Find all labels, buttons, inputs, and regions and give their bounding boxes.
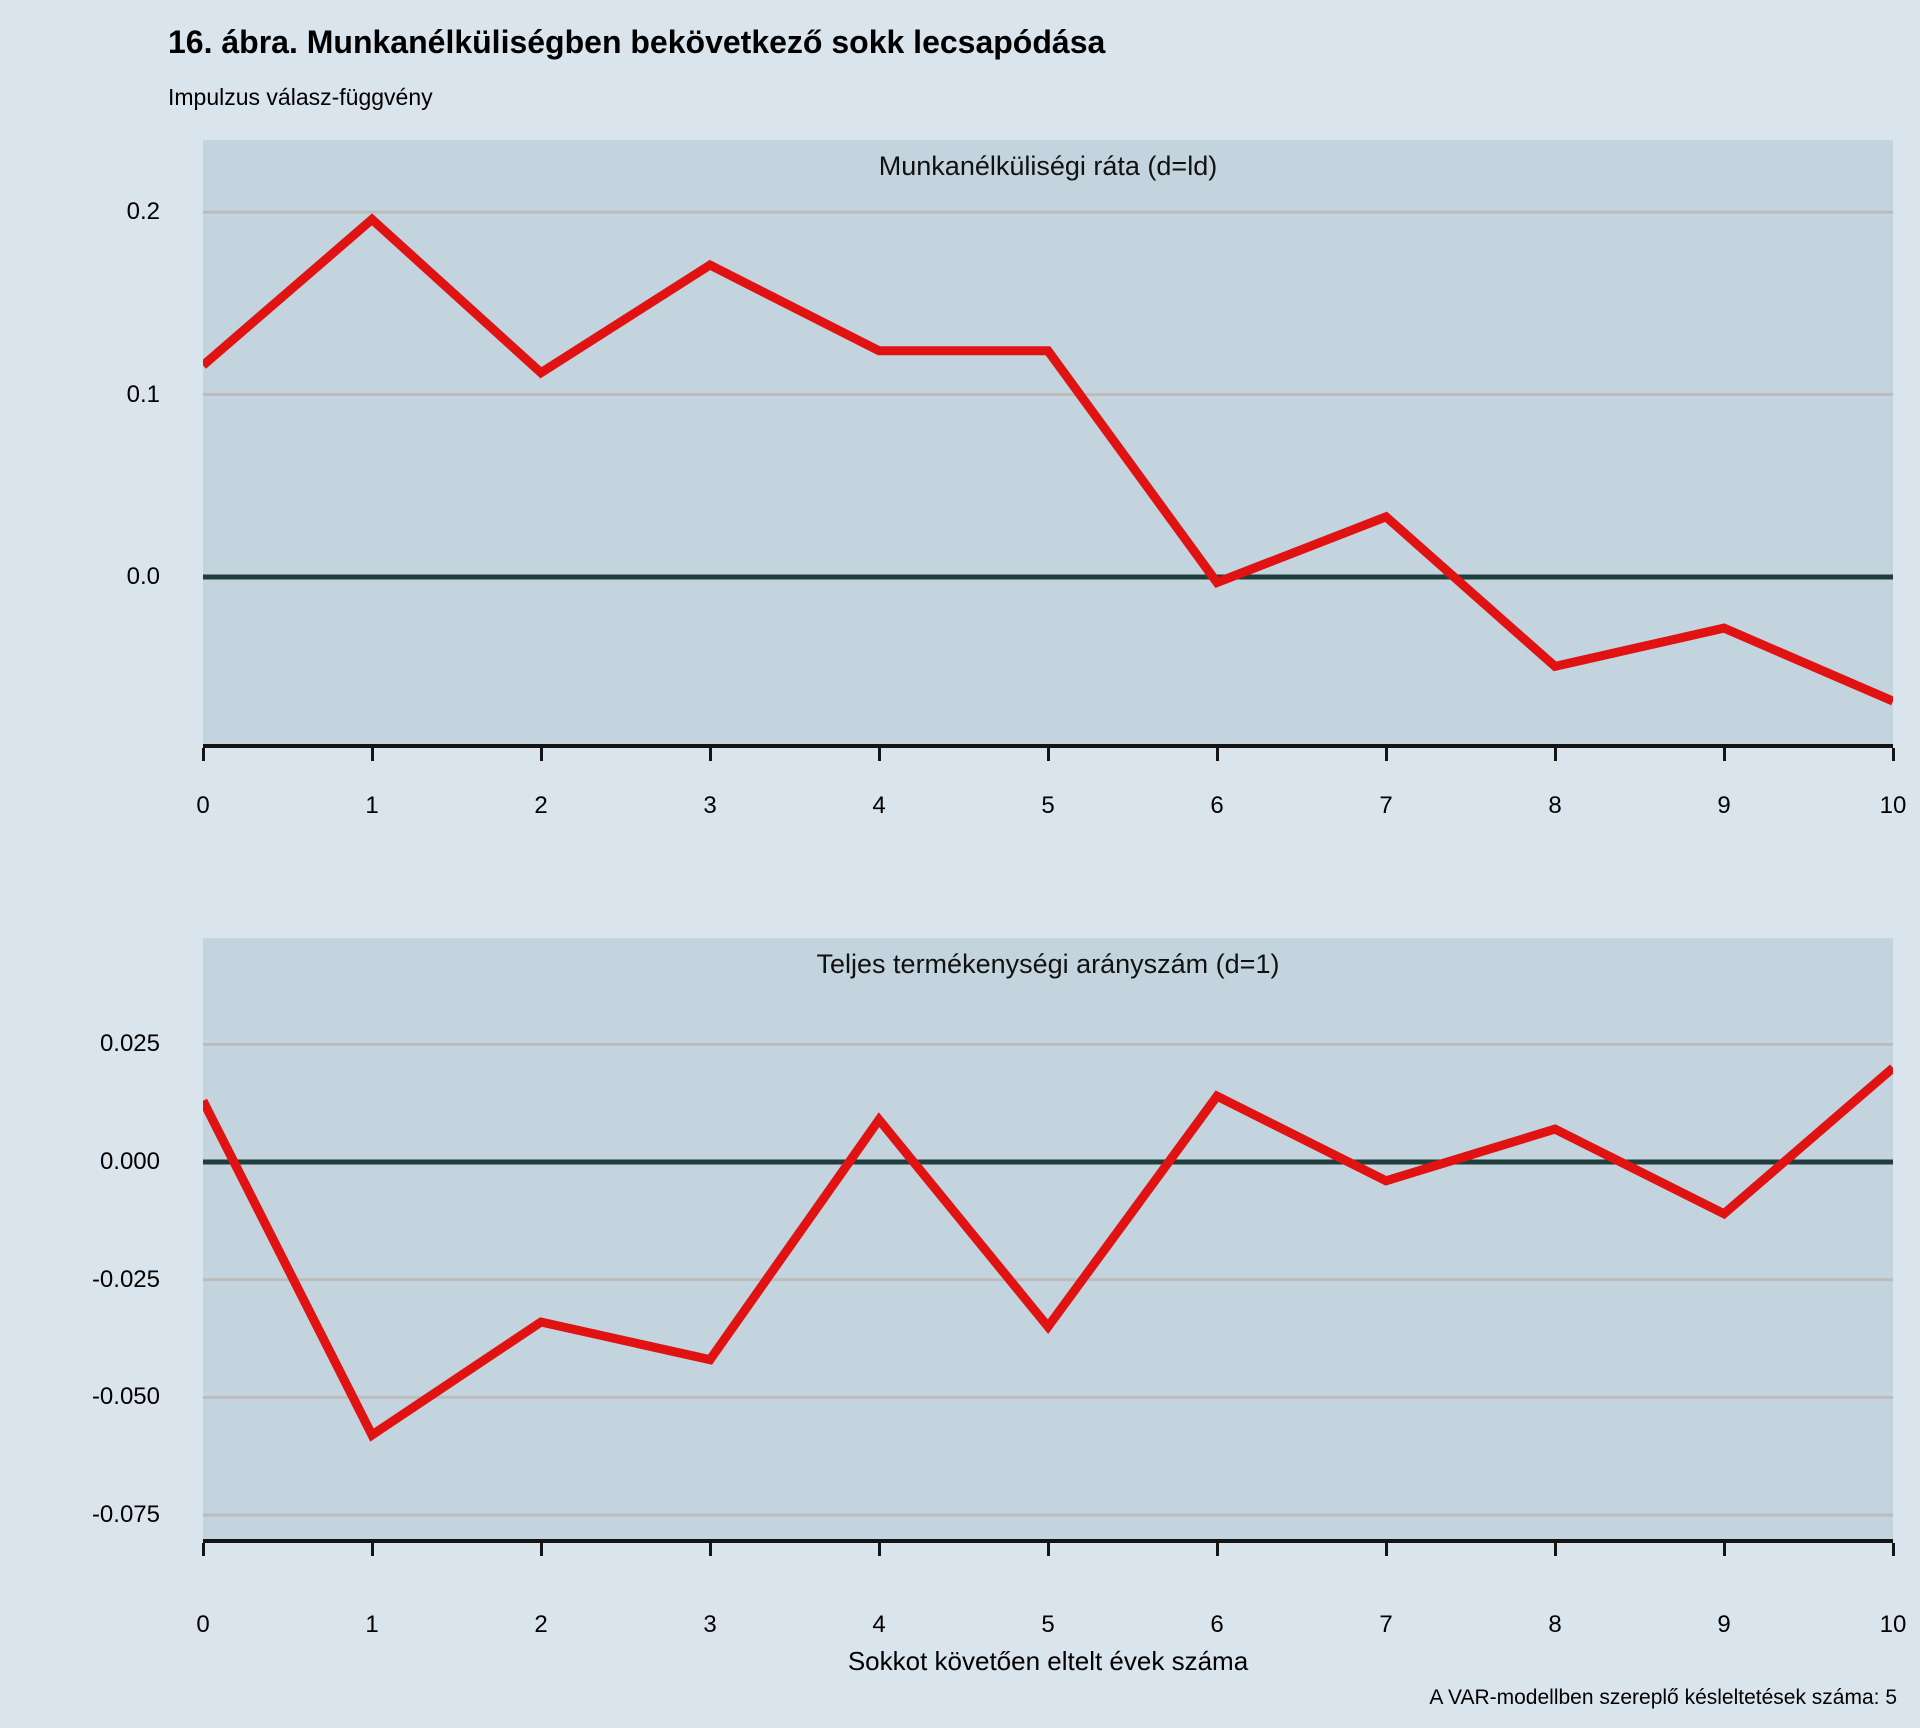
x-tick-label: 5: [1041, 1611, 1055, 1638]
irf-line: [203, 1064, 1893, 1442]
x-tick-label: 7: [1379, 792, 1393, 819]
x-tick-label: 2: [534, 1611, 548, 1638]
x-tick-mark: [877, 748, 881, 761]
y-tick-label: 0.0: [126, 563, 160, 591]
x-tick-mark: [1891, 1543, 1895, 1556]
x-tick-label: 1: [365, 1611, 379, 1638]
x-tick-label: 4: [872, 1611, 886, 1638]
x-tick-mark: [1384, 1543, 1388, 1556]
chart-title-fertility: Teljes termékenységi arányszám (d=1): [816, 949, 1280, 979]
x-tick-label: 1: [365, 792, 379, 819]
y-tick-label: 0.1: [126, 380, 160, 408]
y-tick-label: 0.025: [99, 1030, 160, 1058]
x-tick-mark: [201, 1543, 205, 1556]
irf-line: [203, 213, 1893, 706]
x-tick-mark: [370, 1543, 374, 1556]
x-tick-mark: [877, 1543, 881, 1556]
x-tick-label: 3: [703, 792, 717, 819]
x-tick-label: 0: [196, 792, 210, 819]
x-tick-label: 4: [872, 792, 886, 819]
x-tick-label: 6: [1210, 792, 1224, 819]
x-tick-label: 6: [1210, 1611, 1224, 1638]
x-tick-mark: [1215, 748, 1219, 761]
x-tick-label: 9: [1717, 1611, 1731, 1638]
x-tick-label: 5: [1041, 792, 1055, 819]
x-tick-label: 9: [1717, 792, 1731, 819]
x-tick-mark: [1046, 1543, 1050, 1556]
x-tick-label: 8: [1548, 1611, 1562, 1638]
x-tick-label: 0: [196, 1611, 210, 1638]
x-tick-label: 8: [1548, 792, 1562, 819]
x-tick-mark: [1046, 748, 1050, 761]
y-tick-label: 0.2: [126, 198, 160, 226]
x-tick-label: 3: [703, 1611, 717, 1638]
figure-subtitle: Impulzus válasz-függvény: [168, 84, 433, 110]
x-tick-mark: [1384, 748, 1388, 761]
x-tick-mark: [1553, 748, 1557, 761]
x-tick-mark: [1553, 1543, 1557, 1556]
x-tick-mark: [539, 748, 543, 761]
footnote: A VAR-modellben szereplő késleltetések s…: [1429, 1686, 1897, 1709]
chart-panel-unemployment-rate: Munkanélküliségi ráta (d=ld): [203, 140, 1893, 748]
x-tick-mark: [1215, 1543, 1219, 1556]
x-tick-mark: [1891, 748, 1895, 761]
x-tick-mark: [1722, 748, 1726, 761]
y-tick-label: -0.025: [91, 1265, 160, 1293]
x-tick-mark: [539, 1543, 543, 1556]
x-tick-label: 10: [1879, 1611, 1907, 1638]
y-tick-label: -0.050: [91, 1383, 160, 1411]
chart-canvas-fertility: [203, 1042, 1893, 1517]
figure-title: 16. ábra. Munkanélküliségben bekövetkező…: [168, 24, 1106, 60]
y-tick-label: -0.075: [91, 1500, 160, 1528]
x-axis-title: Sokkot követően eltelt évek száma: [847, 1646, 1249, 1676]
chart-canvas-unemployment: [203, 210, 1893, 706]
x-tick-label: 10: [1879, 792, 1907, 819]
x-tick-mark: [370, 748, 374, 761]
x-tick-label: 7: [1379, 1611, 1393, 1638]
y-tick-label: 0.000: [99, 1148, 160, 1176]
x-tick-mark: [708, 1543, 712, 1556]
x-tick-mark: [708, 748, 712, 761]
x-tick-mark: [201, 748, 205, 761]
chart-title-unemployment: Munkanélküliségi ráta (d=ld): [878, 151, 1218, 181]
x-tick-mark: [1722, 1543, 1726, 1556]
x-tick-label: 2: [534, 792, 548, 819]
chart-panel-fertility-rate: Teljes termékenységi arányszám (d=1): [203, 938, 1893, 1543]
